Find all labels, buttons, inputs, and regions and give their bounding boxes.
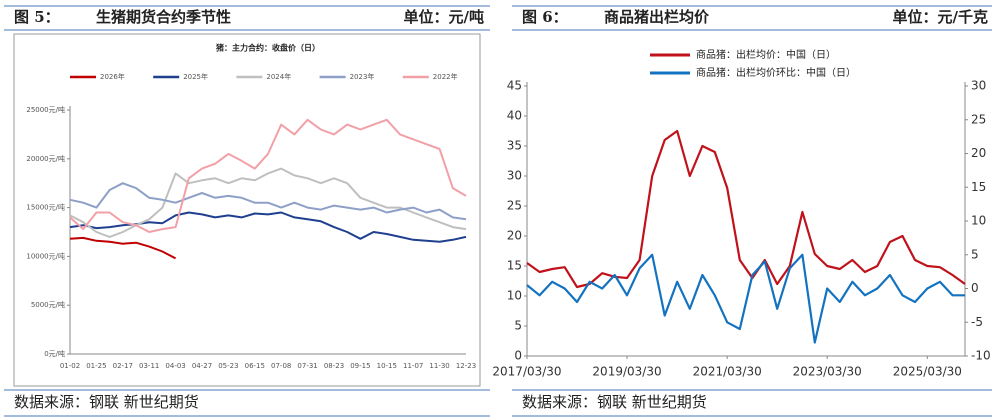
- x-tick-label: 12-23: [456, 362, 476, 370]
- series-line: [526, 253, 965, 344]
- series-line: [69, 236, 177, 260]
- unit: 单位：元/吨: [404, 8, 484, 26]
- y-tick-label: 5000元/吨: [31, 300, 65, 309]
- legend-label: 2024年: [266, 72, 291, 81]
- y-tick-label: 15: [507, 259, 522, 273]
- source: 数据来源：钢联 新世纪期货: [14, 393, 199, 411]
- series-line: [526, 129, 966, 289]
- x-tick-label: 07-31: [297, 362, 317, 370]
- figure-label: 图 5：: [14, 8, 60, 26]
- x-tick-label: 2021/03/30: [693, 365, 762, 379]
- chart-frame: [13, 33, 481, 387]
- x-tick-label: 06-15: [245, 362, 265, 370]
- y2-tick-label: 5: [971, 247, 979, 261]
- y2-tick-label: -10: [971, 349, 991, 363]
- y-tick-label: 25000元/吨: [26, 105, 65, 114]
- x-tick-label: 11-30: [429, 362, 449, 370]
- y-tick-label: 20: [507, 229, 522, 243]
- chart-subtitle: 猪：主力合约：收盘价（日）: [215, 43, 320, 53]
- y-tick-label: 35: [507, 139, 522, 153]
- legend-label: 商品猪：出栏均价环比：中国（日）: [696, 66, 856, 79]
- x-tick-label: 05-23: [218, 362, 238, 370]
- y-tick-label: 20000元/吨: [26, 154, 65, 163]
- figure-label: 图 6：: [522, 8, 568, 26]
- x-tick-label: 07-08: [271, 362, 291, 370]
- x-tick-label: 04-03: [165, 362, 185, 370]
- y-tick-label: 30: [507, 169, 522, 183]
- series-line: [69, 118, 467, 233]
- unit: 单位：元/千克: [893, 8, 988, 26]
- x-tick-label: 01-02: [60, 362, 80, 370]
- chart-title: 商品猪出栏均价: [604, 8, 710, 26]
- y-tick-label: 25: [507, 199, 522, 213]
- x-tick-label: 04-27: [192, 362, 212, 370]
- x-tick-label: 01-25: [86, 362, 106, 370]
- y-tick-label: 5: [514, 319, 522, 333]
- x-tick-label: 2019/03/30: [592, 365, 661, 379]
- legend-label: 2026年: [100, 72, 125, 81]
- y2-tick-label: 30: [971, 79, 986, 93]
- y2-tick-label: -5: [971, 315, 983, 329]
- series-line: [69, 182, 467, 221]
- y2-tick-label: 0: [971, 281, 979, 295]
- legend-label: 2023年: [350, 72, 375, 81]
- legend-label: 2025年: [183, 72, 208, 81]
- legend-label: 2022年: [433, 72, 458, 81]
- y-tick-label: 45: [507, 79, 522, 93]
- y2-tick-label: 25: [971, 112, 986, 126]
- y2-tick-label: 10: [971, 214, 986, 228]
- x-tick-label: 11-07: [403, 362, 423, 370]
- y-tick-label: 15000元/吨: [26, 203, 65, 212]
- source: 数据来源：钢联 新世纪期货: [522, 393, 707, 411]
- x-tick-label: 08-23: [324, 362, 344, 370]
- x-tick-label: 09-15: [350, 362, 370, 370]
- x-tick-label: 10-15: [377, 362, 397, 370]
- x-tick-label: 2017/03/30: [492, 365, 561, 379]
- y2-tick-label: 15: [971, 180, 986, 194]
- x-tick-label: 02-17: [113, 362, 133, 370]
- x-tick-label: 2025/03/30: [893, 365, 962, 379]
- chart-title: 生猪期货合约季节性: [96, 8, 231, 26]
- y-tick-label: 40: [507, 109, 522, 123]
- y-tick-label: 10000元/吨: [26, 251, 65, 260]
- legend-label: 商品猪：出栏均价：中国（日）: [696, 48, 836, 61]
- x-tick-label: 2023/03/30: [793, 365, 862, 379]
- y-tick-label: 10: [507, 289, 522, 303]
- y-tick-label: 0元/吨: [44, 349, 65, 358]
- y-tick-label: 0: [514, 349, 522, 363]
- x-tick-label: 03-11: [139, 362, 159, 370]
- y2-tick-label: 20: [971, 146, 986, 160]
